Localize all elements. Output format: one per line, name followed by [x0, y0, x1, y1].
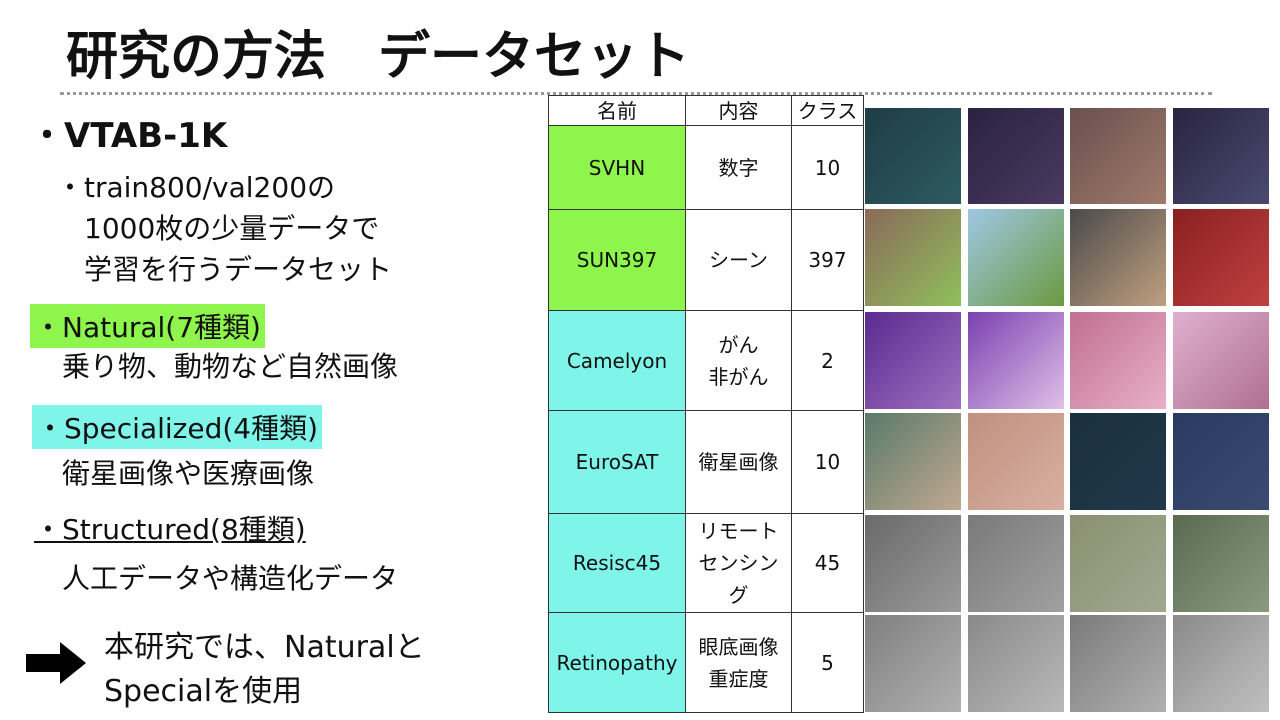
sample-image — [968, 312, 1064, 409]
dataset-name: EuroSAT — [548, 410, 686, 514]
header-cell: クラス — [791, 95, 864, 126]
class-count: 5 — [791, 612, 864, 713]
sub-bullet: ・train800/val200の — [56, 171, 336, 204]
sample-image — [865, 312, 961, 409]
sample-image — [865, 413, 961, 510]
dataset-table: 名前 内容 クラス SVHN 数字 10 SUN397 シーン 397 Camelyon がん 非がん… — [548, 95, 864, 713]
specialized-desc: 衛星画像や医療画像 — [62, 457, 315, 490]
content-line: 衛星画像 — [698, 450, 779, 474]
sample-image — [1070, 615, 1166, 712]
header-cell: 名前 — [548, 95, 686, 126]
table-row: EuroSAT 衛星画像 10 — [548, 410, 864, 514]
conclusion: 本研究では、Naturalと — [104, 630, 425, 665]
content-line: 眼底画像 — [698, 634, 779, 659]
dataset-content: 衛星画像 — [685, 410, 792, 514]
table-row: Camelyon がん 非がん 2 — [548, 310, 864, 411]
class-count: 10 — [791, 125, 864, 210]
dataset-content: リモートセンシング — [685, 513, 792, 613]
sample-image — [1070, 413, 1166, 510]
class-count: 397 — [791, 209, 864, 311]
sample-image — [865, 209, 961, 306]
content-line: 重症度 — [708, 666, 769, 691]
dataset-content: 眼底画像 重症度 — [685, 612, 792, 713]
dataset-name: Retinopathy — [548, 612, 686, 713]
sample-image — [968, 413, 1064, 510]
sample-image — [1070, 515, 1166, 612]
structured-desc: 人工データや構造化データ — [62, 562, 399, 595]
sample-image — [1070, 312, 1166, 409]
table-row: Retinopathy 眼底画像 重症度 5 — [548, 612, 864, 713]
sample-image — [1173, 108, 1269, 204]
sample-image — [968, 615, 1064, 712]
sample-image — [1070, 209, 1166, 306]
sample-image — [968, 108, 1064, 204]
structured-label: ・Structured(8種類) — [34, 513, 306, 546]
sample-image — [1070, 108, 1166, 204]
sample-image — [865, 615, 961, 712]
sample-image — [968, 209, 1064, 306]
arrow-icon — [26, 642, 86, 684]
slide-title: 研究の方法 データセット — [66, 27, 691, 87]
table-row: SVHN 数字 10 — [548, 125, 864, 210]
dataset-content: がん 非がん — [685, 310, 792, 411]
dataset-name: SVHN — [548, 125, 686, 210]
sample-image — [865, 515, 961, 612]
content-line: がん — [718, 332, 759, 357]
dataset-name: Resisc45 — [548, 513, 686, 613]
sub-bullet: 1000枚の少量データで — [84, 212, 380, 245]
sub-bullet: 学習を行うデータセット — [84, 253, 393, 286]
sample-image — [968, 515, 1064, 612]
dataset-name: SUN397 — [548, 209, 686, 311]
natural-desc: 乗り物、動物など自然画像 — [62, 350, 399, 383]
sample-image — [1173, 209, 1269, 306]
dataset-content: シーン — [685, 209, 792, 311]
sample-image — [1173, 615, 1269, 712]
class-count: 2 — [791, 310, 864, 411]
dataset-name: Camelyon — [548, 310, 686, 411]
class-count: 45 — [791, 513, 864, 613]
bullet: ・VTAB-1K — [30, 116, 228, 156]
sample-image — [865, 108, 961, 204]
content-line: シーン — [709, 248, 768, 272]
sample-image — [1173, 515, 1269, 612]
table-row: SUN397 シーン 397 — [548, 209, 864, 311]
content-line: リモートセンシング — [698, 519, 779, 607]
dataset-content: 数字 — [685, 125, 792, 210]
sample-image — [1173, 312, 1269, 409]
sample-image — [1173, 413, 1269, 510]
content-line: 数字 — [718, 155, 759, 180]
class-count: 10 — [791, 410, 864, 514]
table-row: Resisc45 リモートセンシング 45 — [548, 513, 864, 613]
header-cell: 内容 — [685, 95, 792, 126]
title-rule — [60, 92, 1212, 95]
header-row: 名前 内容 クラス — [548, 95, 864, 126]
conclusion: Specialを使用 — [104, 674, 303, 709]
content-line: 非がん — [708, 364, 769, 389]
natural-label: ・Natural(7種類) — [30, 304, 265, 348]
specialized-label: ・Specialized(4種類) — [32, 405, 323, 449]
